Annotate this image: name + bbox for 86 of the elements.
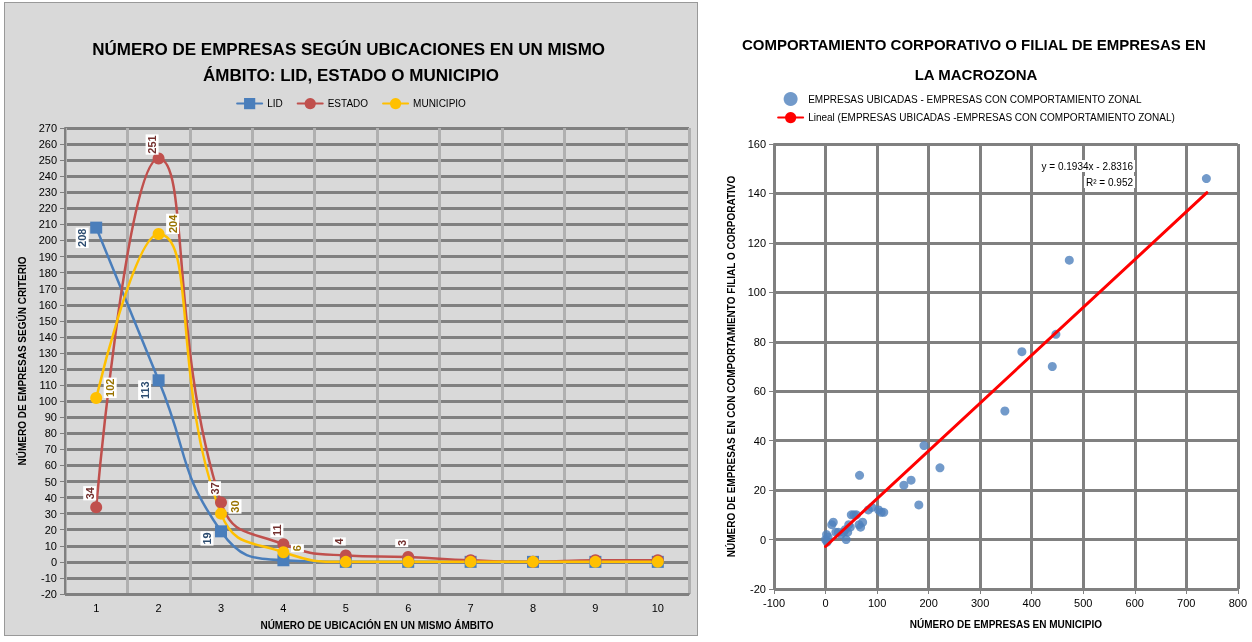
y-tick-label: 60 — [753, 385, 766, 398]
x-tick-label: 400 — [1022, 596, 1041, 609]
x-tick-label: 300 — [970, 596, 990, 609]
y-tick-label: 110 — [39, 379, 57, 392]
chart-title: NÚMERO DE EMPRESAS SEGÚN UBICACIONES EN UN MISMO ÁMBITO: LID, ESTADO O MUNICIPIO — [92, 39, 610, 85]
legend-label: Lineal (EMPRESAS UBICADAS -EMPRESAS CON COMPORTAMIENTO ZONAL) — [808, 112, 1175, 124]
data-label: 102 — [104, 378, 117, 397]
x-tick-label: 8 — [529, 601, 537, 614]
x-tick-label: 100 — [867, 596, 887, 609]
y-tick-label: 210 — [38, 218, 57, 231]
y-tick-label: 160 — [747, 138, 766, 150]
y-tick-label: 70 — [44, 443, 57, 456]
y-tick-label: 120 — [747, 236, 766, 249]
data-label: 34 — [83, 486, 96, 500]
y-tick-label: 80 — [753, 335, 766, 348]
x-tick-label: 0 — [822, 596, 829, 609]
y-tick-label: 20 — [753, 484, 766, 497]
y-tick-label: 10 — [44, 539, 57, 552]
x-tick-label: 5 — [342, 601, 349, 614]
data-label: 6 — [291, 545, 304, 552]
x-tick-label: 2 — [155, 601, 162, 614]
y-tick-label: 0 — [50, 555, 57, 568]
y-tick-label: 230 — [38, 186, 57, 199]
annotation: y = 0.1934x - 2.8316 — [1041, 160, 1134, 172]
x-tick-label: 600 — [1125, 596, 1144, 609]
y-tick-label: 150 — [38, 314, 57, 327]
data-label: 4 — [333, 537, 346, 545]
y-tick-label: -20 — [41, 588, 57, 600]
x-tick-label: -100 — [762, 596, 786, 609]
y-tick-label: 50 — [44, 475, 57, 488]
annotation: R² = 0.952 — [1086, 176, 1134, 188]
y-tick-label: 130 — [38, 346, 57, 359]
y-tick-label: 260 — [38, 138, 57, 151]
x-tick-label: 500 — [1074, 596, 1093, 609]
x-tick-label: 10 — [651, 601, 664, 614]
y-tick-label: 100 — [38, 395, 57, 408]
y-tick-label: 20 — [44, 523, 57, 536]
y-tick-label: 200 — [38, 234, 57, 247]
y-tick-label: 100 — [747, 286, 766, 299]
legend-label: MUNICIPIO — [413, 98, 467, 110]
y-tick-label: 220 — [38, 202, 57, 215]
y-tick-label: 240 — [38, 170, 57, 183]
x-tick-label: 9 — [592, 601, 599, 614]
data-label: 208 — [76, 228, 89, 247]
y-tick-label: 190 — [38, 250, 57, 263]
y-tick-label: 60 — [44, 459, 57, 472]
data-label: 37 — [208, 482, 221, 495]
y-tick-label: 90 — [44, 411, 57, 424]
x-axis-title: NÚMERO DE UBICACIÓN EN UN MISMO ÁMBITO — [260, 618, 494, 631]
legend-label: EMPRESAS UBICADAS - EMPRESAS CON COMPORTAMIENTO ZONAL — [808, 93, 1142, 105]
data-label: 19 — [201, 532, 213, 545]
x-tick-label: 7 — [467, 601, 474, 614]
y-axis-title: NÚMERO DE EMPRESAS EN CON COMPORTAMIENTO FILIAL O CORPORATIVO — [724, 175, 737, 558]
y-tick-label: 160 — [38, 298, 57, 311]
y-tick-label: 80 — [44, 427, 57, 440]
y-tick-label: 40 — [753, 434, 766, 447]
data-label: 204 — [166, 213, 179, 234]
y-tick-label: 0 — [759, 533, 766, 546]
y-tick-label: 140 — [38, 330, 57, 343]
x-tick-label: 3 — [217, 601, 225, 614]
x-tick-label: 700 — [1177, 596, 1196, 609]
x-axis-title: NÚMERO DE EMPRESAS EN MUNICIPIO — [909, 617, 1103, 630]
y-tick-label: -10 — [41, 571, 57, 584]
y-tick-label: 120 — [38, 363, 57, 376]
data-label: 11 — [270, 524, 283, 537]
chart-title: COMPORTAMIENTO CORPORATIVO O FILIAL DE EMPRESAS EN LA MACROZONA — [741, 35, 1211, 83]
x-tick-label: 200 — [919, 596, 938, 609]
data-label: 3 — [395, 539, 408, 547]
x-tick-label: 800 — [1228, 596, 1247, 609]
y-tick-label: 250 — [38, 154, 57, 167]
y-axis-title: NÚMERO DE EMPRESAS SEGÚN CRITERIO — [15, 256, 28, 466]
x-tick-label: 1 — [93, 601, 100, 614]
y-tick-label: 170 — [38, 282, 57, 295]
data-label: 30 — [229, 500, 241, 513]
data-label: 113 — [138, 381, 151, 400]
x-tick-label: 4 — [280, 601, 287, 614]
x-tick-label: 6 — [405, 601, 412, 614]
y-tick-label: 140 — [747, 187, 766, 200]
legend-label: ESTADO — [327, 98, 369, 110]
data-label: 251 — [146, 135, 159, 154]
y-tick-label: 270 — [38, 122, 57, 134]
legend-label: LID — [267, 98, 283, 110]
y-tick-label: 180 — [38, 266, 57, 279]
y-tick-label: -20 — [750, 583, 766, 595]
y-tick-label: 40 — [44, 491, 57, 504]
y-tick-label: 30 — [44, 507, 57, 520]
